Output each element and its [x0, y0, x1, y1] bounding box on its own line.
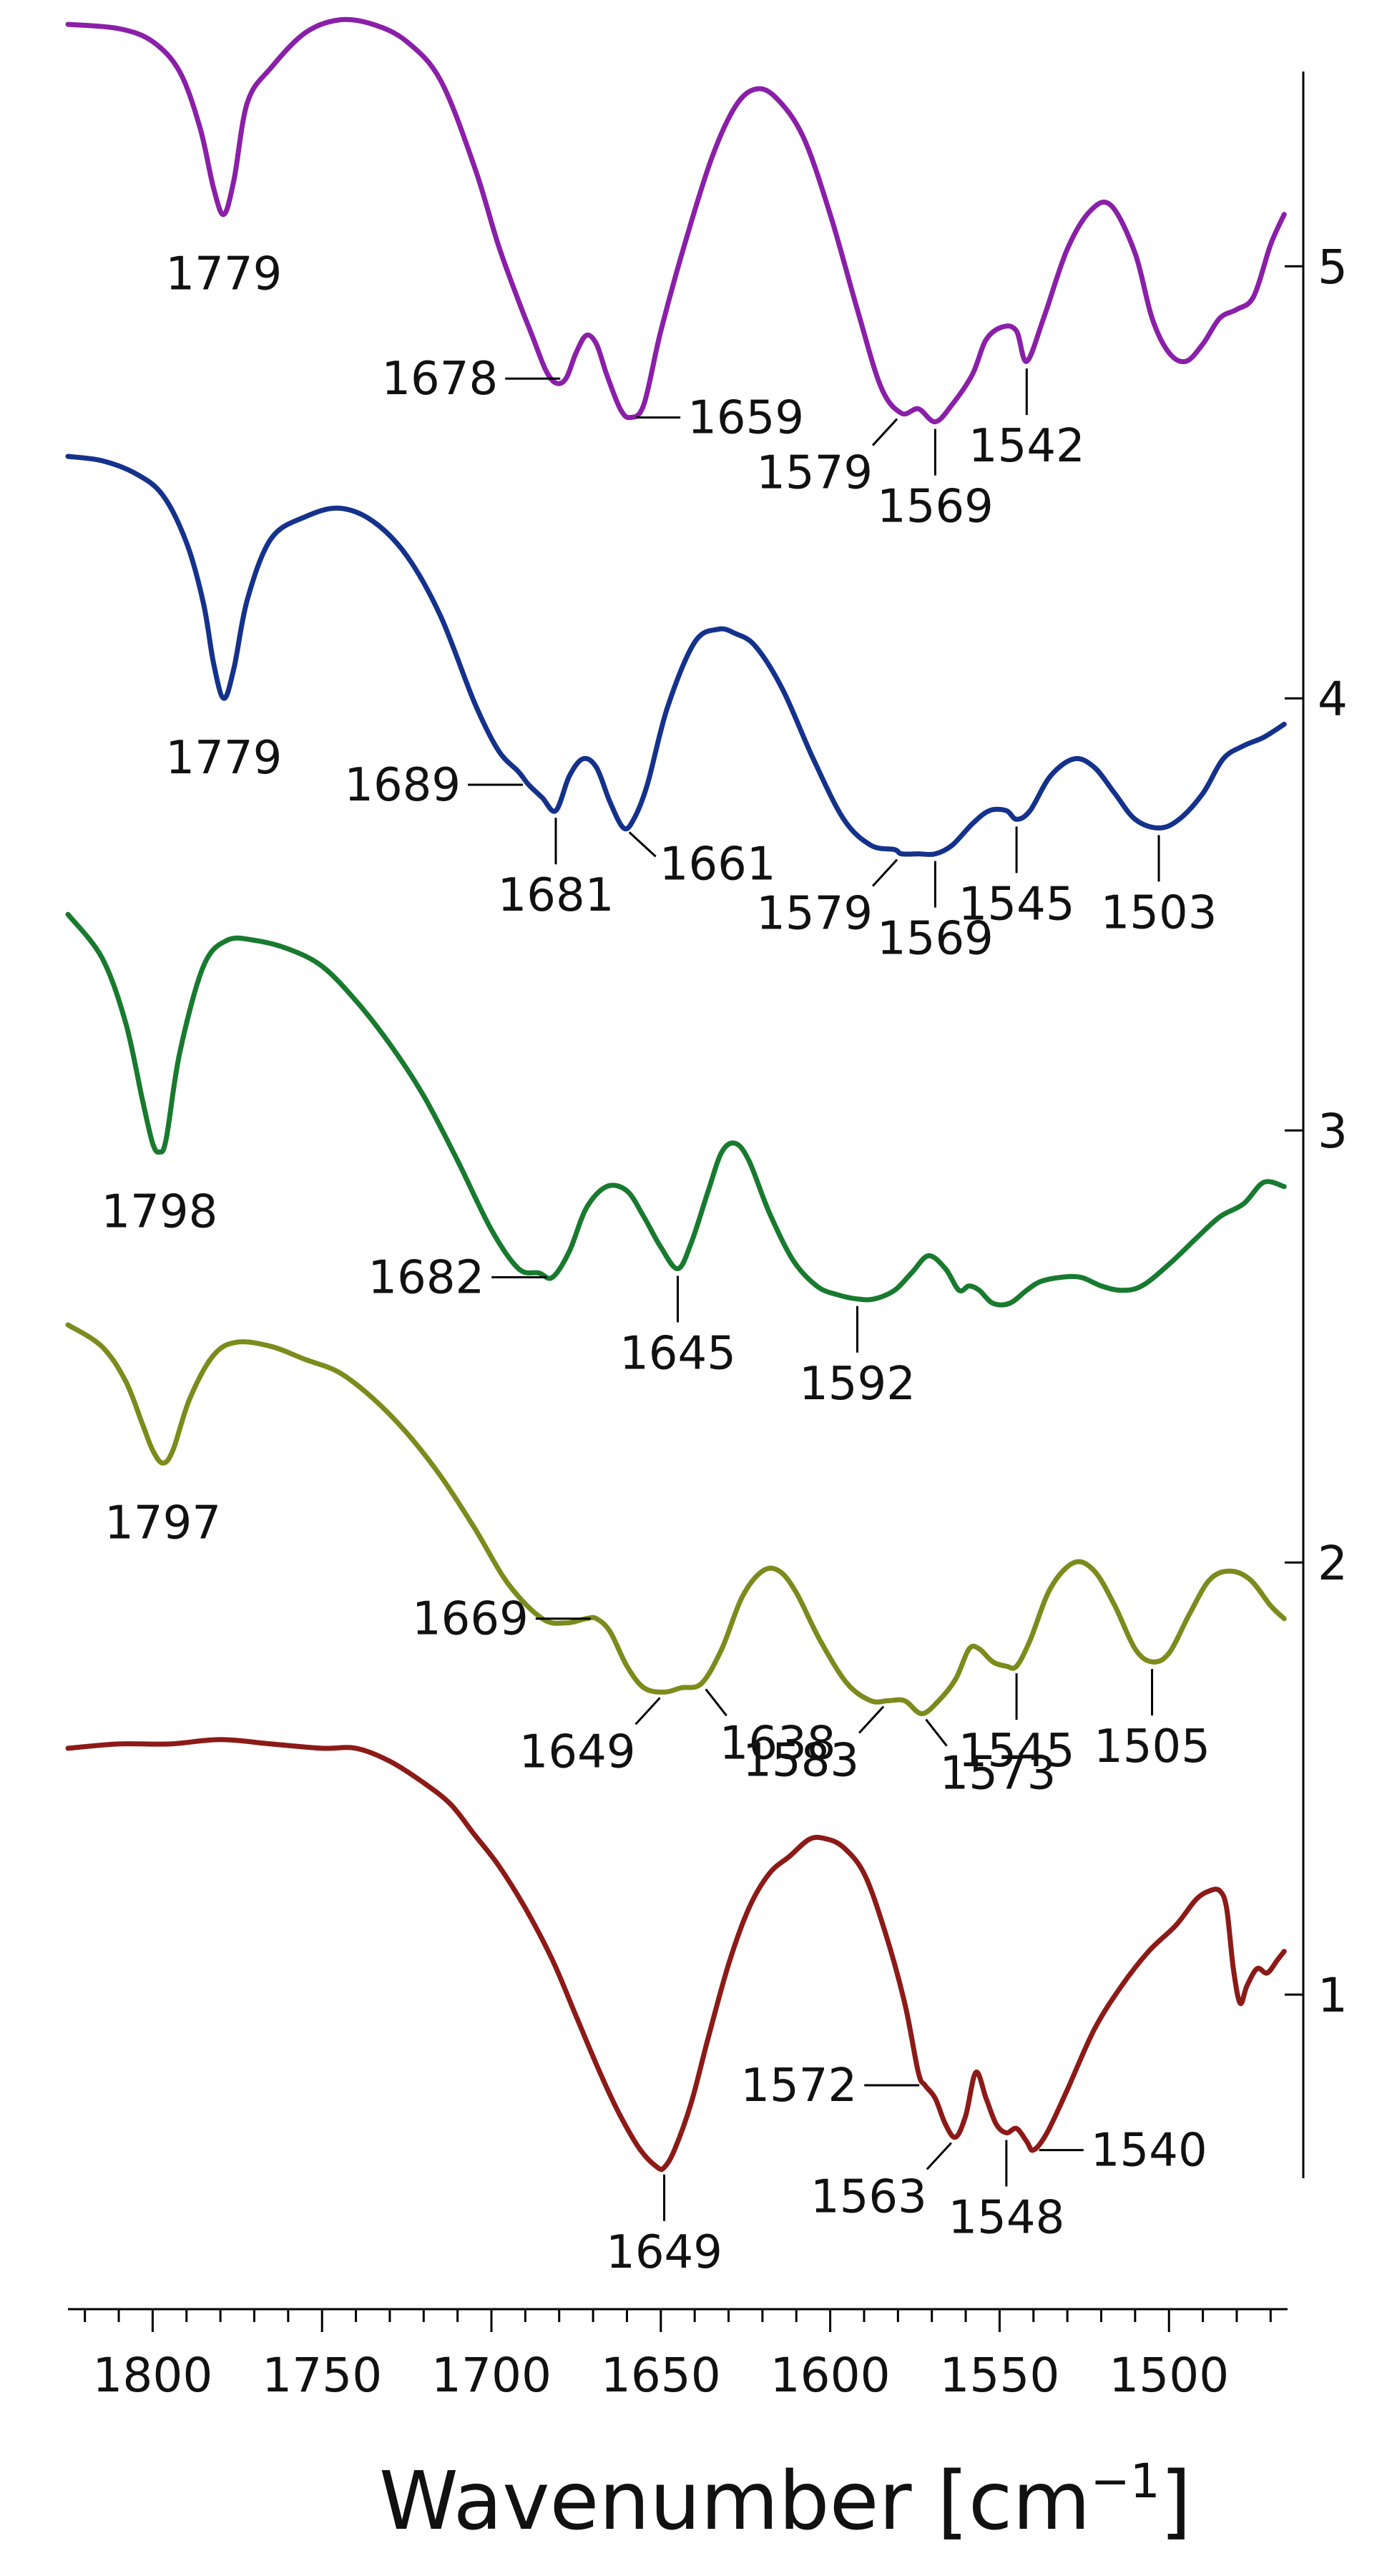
peak-leader-line	[628, 831, 657, 858]
peak-label-text: 1682	[368, 1252, 484, 1305]
peak-label-text: 1540	[1091, 2125, 1207, 2178]
peak-label-text: 1779	[165, 248, 282, 301]
peak-label-2-1583: 1583	[742, 1705, 885, 1787]
peak-label-text: 1649	[519, 1725, 636, 1778]
peak-label-text: 1638	[720, 1717, 836, 1770]
peak-label-text: 1583	[742, 1734, 859, 1787]
peak-label-5-1542: 1542	[969, 368, 1085, 473]
peak-label-text: 1579	[756, 888, 873, 941]
peak-label-4-1779: 1779	[165, 732, 282, 785]
peak-label-1-1548: 1548	[948, 2140, 1064, 2244]
spectrum-line-1	[65, 1737, 1287, 2173]
x-tick-label-1750: 1750	[262, 2348, 382, 2403]
peak-label-text: 1681	[498, 869, 614, 922]
peak-label-5-1659: 1659	[636, 392, 804, 445]
peak-leader-line	[871, 858, 898, 887]
peak-label-4-1661: 1661	[628, 831, 776, 891]
x-tick-label-1550: 1550	[939, 2348, 1059, 2403]
x-tick-label-1650: 1650	[601, 2348, 721, 2403]
peak-label-text: 1779	[165, 732, 282, 785]
peak-label-3-1592: 1592	[799, 1306, 916, 1411]
peak-label-5-1569: 1569	[877, 428, 994, 534]
peak-label-text: 1563	[810, 2171, 927, 2224]
peak-label-text: 1659	[687, 392, 804, 445]
peak-label-3-1798: 1798	[101, 1185, 217, 1238]
peak-label-text: 1579	[756, 447, 873, 500]
peak-label-2-1669: 1669	[412, 1593, 591, 1646]
peak-labels-layer: 1779167816591579156915421779168916811661…	[101, 248, 1217, 2279]
x-tick-label-1600: 1600	[770, 2348, 891, 2403]
x-tick-label-1700: 1700	[431, 2348, 552, 2403]
peak-label-text: 1592	[799, 1358, 916, 1411]
peak-label-text: 1678	[381, 353, 498, 406]
spectrum-line-4	[65, 454, 1287, 858]
peak-label-text: 1545	[959, 878, 1075, 931]
x-tick-label-1800: 1800	[92, 2348, 212, 2403]
peak-label-2-1505: 1505	[1094, 1669, 1210, 1773]
peak-leader-line	[926, 2142, 952, 2170]
peak-label-3-1682: 1682	[368, 1252, 547, 1305]
x-axis-title-main: Wavenumber [cm	[379, 2455, 1091, 2548]
peak-label-text: 1689	[344, 759, 461, 812]
y-ticks-layer: 1 2 3 4 5	[1285, 240, 1348, 2023]
y-tick-label-2: 2	[1318, 1536, 1348, 1591]
peak-label-1-1563: 1563	[810, 2142, 952, 2224]
peak-label-text: 1645	[619, 1327, 736, 1380]
peak-label-1-1540: 1540	[1039, 2125, 1207, 2178]
peak-label-4-1569: 1569	[877, 861, 994, 966]
peak-label-text: 1798	[101, 1185, 217, 1238]
peak-label-text: 1649	[606, 2226, 722, 2279]
peak-label-5-1678: 1678	[381, 353, 561, 406]
y-tick-label-3: 3	[1318, 1104, 1348, 1159]
peak-label-4-1579: 1579	[756, 858, 898, 941]
peak-label-text: 1569	[877, 481, 994, 534]
peak-label-5-1779: 1779	[165, 248, 282, 301]
y-tick-label-4: 4	[1318, 672, 1348, 727]
peak-label-1-1572: 1572	[740, 2060, 920, 2112]
peak-label-4-1503: 1503	[1101, 835, 1217, 939]
peak-leader-line	[634, 1697, 661, 1725]
peak-label-text: 1569	[877, 913, 994, 966]
peak-label-text: 1542	[969, 420, 1085, 473]
peak-label-2-1638: 1638	[705, 1688, 836, 1770]
peak-label-4-1545: 1545	[959, 826, 1075, 931]
peak-label-text: 1503	[1101, 886, 1217, 939]
y-tick-label-1: 1	[1318, 1968, 1348, 2023]
x-axis-title-superscript: −1	[1091, 2454, 1160, 2509]
peak-label-2-1545: 1545	[959, 1673, 1075, 1778]
peak-leader-line	[705, 1688, 727, 1717]
peak-label-3-1645: 1645	[619, 1275, 736, 1380]
peak-label-5-1579: 1579	[756, 418, 898, 500]
x-tick-label-1500: 1500	[1109, 2348, 1229, 2403]
spectrum-line-2	[65, 1322, 1287, 1717]
peak-label-text: 1548	[948, 2191, 1064, 2244]
peak-label-text: 1572	[740, 2060, 857, 2112]
spectra-layer	[65, 16, 1287, 2173]
peak-label-2-1649: 1649	[519, 1697, 661, 1778]
peak-label-text: 1573	[940, 1748, 1057, 1801]
peak-label-2-1573: 1573	[925, 1718, 1057, 1801]
peak-leader-line	[871, 418, 898, 446]
peak-leader-line	[858, 1705, 885, 1734]
y-tick-label-5: 5	[1318, 240, 1348, 295]
peak-label-1-1649: 1649	[606, 2174, 722, 2279]
peak-label-text: 1545	[959, 1725, 1075, 1778]
x-axis-title-close: ]	[1160, 2455, 1192, 2548]
spectrum-line-5	[65, 16, 1287, 425]
x-ticks-layer: 1800 1750 1700 1650 1600 1550 1500	[84, 2309, 1272, 2403]
peak-label-text: 1505	[1094, 1720, 1210, 1773]
peak-label-text: 1669	[412, 1593, 529, 1646]
peak-label-4-1681: 1681	[498, 818, 614, 922]
spectrum-line-3	[65, 911, 1287, 1308]
peak-label-4-1689: 1689	[344, 759, 524, 812]
peak-leader-line	[925, 1718, 948, 1747]
peak-label-2-1797: 1797	[104, 1497, 221, 1549]
x-axis-title: Wavenumber [cm−1]	[379, 2454, 1192, 2548]
peak-label-text: 1661	[660, 838, 776, 891]
peak-label-text: 1797	[104, 1497, 221, 1549]
axes-layer	[68, 72, 1305, 2311]
